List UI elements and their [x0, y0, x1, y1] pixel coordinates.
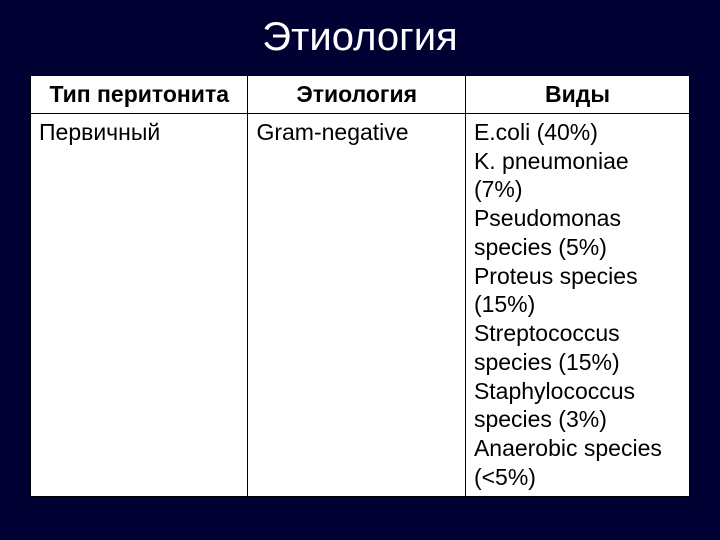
col-header-etiology: Этиология: [248, 76, 465, 114]
table-header-row: Тип перитонита Этиология Виды: [31, 76, 690, 114]
cell-type: Первичный: [31, 113, 248, 496]
col-header-type: Тип перитонита: [31, 76, 248, 114]
etiology-table: Тип перитонита Этиология Виды Первичный …: [30, 75, 690, 497]
slide: Этиология Тип перитонита Этиология Виды …: [0, 0, 720, 540]
cell-species: E.coli (40%)K. pneumoniae (7%)Pseudomona…: [465, 113, 689, 496]
col-header-species: Виды: [465, 76, 689, 114]
table-row: Первичный Gram-negative E.coli (40%)K. p…: [31, 113, 690, 496]
slide-title: Этиология: [30, 15, 690, 60]
cell-etiology: Gram-negative: [248, 113, 465, 496]
